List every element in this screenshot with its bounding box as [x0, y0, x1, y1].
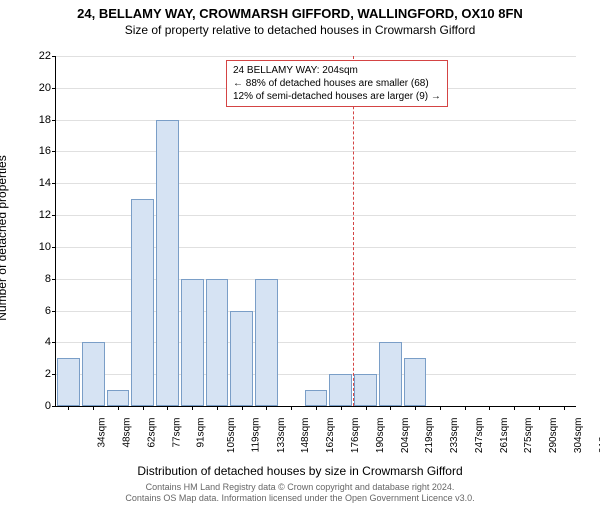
- page-title: 24, BELLAMY WAY, CROWMARSH GIFFORD, WALL…: [0, 6, 600, 21]
- x-tick-mark: [118, 406, 119, 410]
- x-tick-mark: [390, 406, 391, 410]
- y-tick-mark: [52, 374, 56, 375]
- y-tick-label: 10: [26, 241, 51, 253]
- y-axis-label: Number of detached properties: [0, 155, 9, 320]
- bar: [230, 311, 253, 406]
- x-tick-mark: [489, 406, 490, 410]
- x-tick-label: 247sqm: [474, 418, 485, 454]
- bar: [206, 279, 229, 406]
- bar: [305, 390, 328, 406]
- x-tick-label: 190sqm: [375, 418, 386, 454]
- x-tick-mark: [465, 406, 466, 410]
- y-tick-label: 12: [26, 209, 51, 221]
- chart-container: 24, BELLAMY WAY, CROWMARSH GIFFORD, WALL…: [0, 6, 600, 506]
- grid-line: [56, 183, 576, 184]
- y-tick-mark: [52, 88, 56, 89]
- license-line-1: Contains HM Land Registry data © Crown c…: [0, 482, 600, 493]
- x-tick-mark: [167, 406, 168, 410]
- reference-line: [353, 56, 354, 406]
- y-tick-mark: [52, 151, 56, 152]
- x-tick-mark: [68, 406, 69, 410]
- plot-area: 024681012141618202234sqm48sqm62sqm77sqm9…: [55, 56, 576, 407]
- y-tick-label: 8: [26, 273, 51, 285]
- x-tick-label: 304sqm: [573, 418, 584, 454]
- x-tick-label: 176sqm: [350, 418, 361, 454]
- x-tick-label: 91sqm: [196, 418, 207, 448]
- x-tick-mark: [143, 406, 144, 410]
- annotation-line: 24 BELLAMY WAY: 204sqm: [233, 64, 441, 77]
- y-tick-label: 4: [26, 336, 51, 348]
- x-tick-label: 62sqm: [146, 418, 157, 448]
- bar: [255, 279, 278, 406]
- x-tick-label: 290sqm: [548, 418, 559, 454]
- license-line-2: Contains OS Map data. Information licens…: [0, 493, 600, 504]
- bar: [329, 374, 352, 406]
- x-tick-label: 105sqm: [226, 418, 237, 454]
- x-tick-mark: [93, 406, 94, 410]
- x-tick-mark: [440, 406, 441, 410]
- y-tick-label: 22: [26, 50, 51, 62]
- x-tick-label: 261sqm: [499, 418, 510, 454]
- x-tick-label: 48sqm: [122, 418, 133, 448]
- y-tick-mark: [52, 279, 56, 280]
- y-tick-label: 14: [26, 177, 51, 189]
- y-tick-mark: [52, 120, 56, 121]
- x-tick-mark: [539, 406, 540, 410]
- x-tick-label: 219sqm: [424, 418, 435, 454]
- x-tick-label: 34sqm: [97, 418, 108, 448]
- chart-area: 024681012141618202234sqm48sqm62sqm77sqm9…: [55, 56, 575, 406]
- grid-line: [56, 151, 576, 152]
- grid-line: [56, 120, 576, 121]
- bar: [404, 358, 427, 406]
- y-tick-label: 0: [26, 400, 51, 412]
- license-text: Contains HM Land Registry data © Crown c…: [0, 482, 600, 504]
- x-tick-mark: [291, 406, 292, 410]
- annotation-line: 12% of semi-detached houses are larger (…: [233, 90, 441, 103]
- bar: [131, 199, 154, 406]
- y-tick-mark: [52, 406, 56, 407]
- x-tick-mark: [192, 406, 193, 410]
- x-tick-label: 119sqm: [250, 418, 261, 453]
- y-tick-mark: [52, 56, 56, 57]
- bar: [156, 120, 179, 406]
- y-tick-label: 18: [26, 114, 51, 126]
- x-tick-label: 77sqm: [171, 418, 182, 448]
- x-tick-label: 133sqm: [276, 418, 287, 454]
- x-tick-mark: [415, 406, 416, 410]
- x-tick-label: 204sqm: [400, 418, 411, 454]
- x-tick-mark: [316, 406, 317, 410]
- page-subtitle: Size of property relative to detached ho…: [0, 23, 600, 37]
- bar: [57, 358, 80, 406]
- y-tick-mark: [52, 183, 56, 184]
- y-tick-mark: [52, 215, 56, 216]
- x-tick-label: 233sqm: [449, 418, 460, 454]
- x-tick-label: 162sqm: [325, 418, 336, 454]
- bar: [354, 374, 377, 406]
- x-tick-label: 275sqm: [523, 418, 534, 454]
- y-tick-mark: [52, 247, 56, 248]
- bar: [107, 390, 130, 406]
- y-tick-label: 6: [26, 305, 51, 317]
- x-axis-label: Distribution of detached houses by size …: [0, 464, 600, 478]
- bar: [181, 279, 204, 406]
- x-tick-mark: [266, 406, 267, 410]
- y-tick-label: 20: [26, 82, 51, 94]
- bar: [379, 342, 402, 406]
- grid-line: [56, 56, 576, 57]
- x-tick-mark: [341, 406, 342, 410]
- bar: [82, 342, 105, 406]
- x-tick-mark: [242, 406, 243, 410]
- x-tick-mark: [366, 406, 367, 410]
- annotation-box: 24 BELLAMY WAY: 204sqm← 88% of detached …: [226, 60, 448, 107]
- x-tick-label: 148sqm: [301, 418, 312, 454]
- x-tick-mark: [514, 406, 515, 410]
- y-tick-mark: [52, 311, 56, 312]
- annotation-line: ← 88% of detached houses are smaller (68…: [233, 77, 441, 90]
- y-tick-label: 2: [26, 368, 51, 380]
- y-tick-label: 16: [26, 145, 51, 157]
- x-tick-mark: [217, 406, 218, 410]
- x-tick-mark: [564, 406, 565, 410]
- y-tick-mark: [52, 342, 56, 343]
